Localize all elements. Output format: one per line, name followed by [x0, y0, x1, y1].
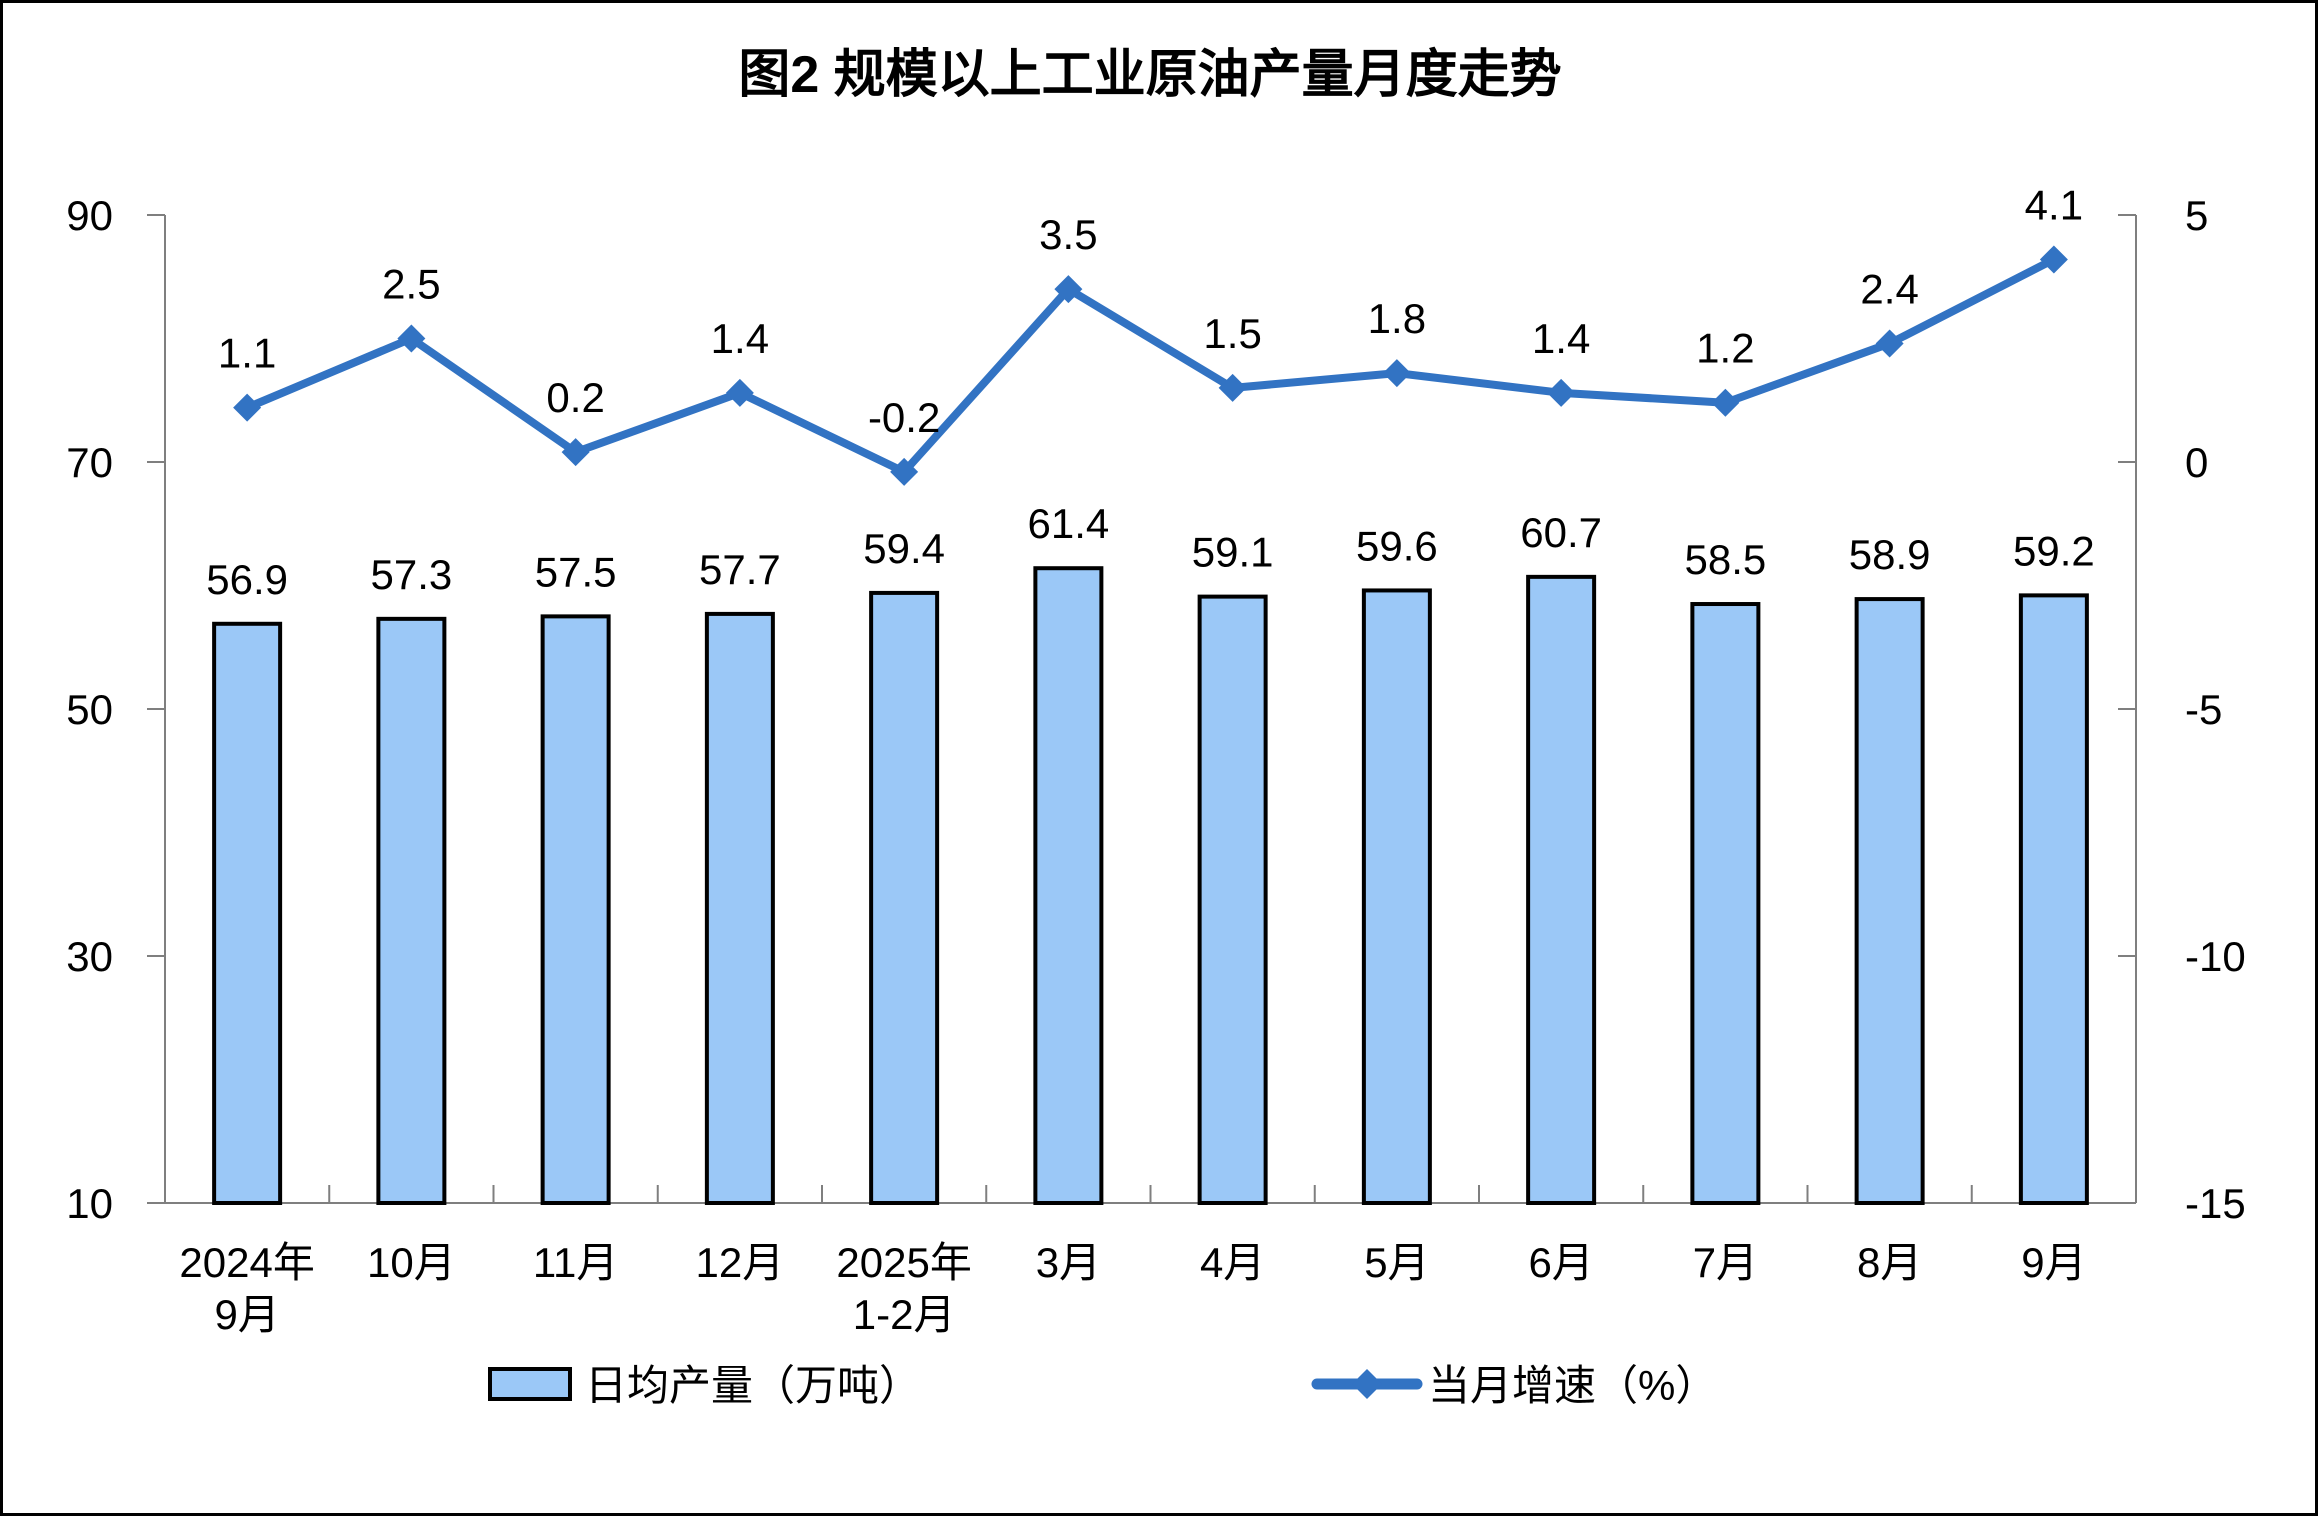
legend-bar-label: 日均产量（万吨）	[585, 1362, 921, 1409]
line-value-label: 1.4	[711, 315, 769, 362]
line-value-label: 2.5	[382, 261, 440, 308]
bar	[1197, 594, 1268, 1205]
data-labels-layer: 56.9 57.3 57.5 57.7 59.4 61.4 59.1 59.6 60.7 58.5…	[206, 181, 2095, 602]
x-axis-category-label: 5月	[1364, 1239, 1429, 1286]
bar	[1526, 574, 1597, 1205]
bar-value-label: 60.7	[1520, 509, 1602, 556]
left-axis-tick-label: 50	[66, 686, 113, 733]
line-value-label: 4.1	[2025, 181, 2083, 228]
line-value-label: 1.4	[1532, 315, 1590, 362]
x-axis-category-label: 4月	[1200, 1239, 1265, 1286]
line-marker	[1382, 359, 1411, 388]
x-axis-category-label: 8月	[1857, 1239, 1922, 1286]
bar-value-label: 61.4	[1028, 500, 1110, 547]
line-marker	[1875, 329, 1904, 358]
left-axis-tick-label: 10	[66, 1180, 113, 1227]
bar	[376, 616, 447, 1205]
bar	[1033, 566, 1104, 1205]
bar	[2018, 593, 2089, 1205]
line-value-label: 1.5	[1203, 310, 1261, 357]
legend-line-label: 当月增速（%）	[1428, 1362, 1717, 1409]
right-axis-tick-label: 0	[2185, 439, 2208, 486]
bar	[869, 590, 940, 1205]
line-marker	[1547, 378, 1576, 407]
line-value-label: 0.2	[546, 374, 604, 421]
bar	[1690, 602, 1761, 1205]
bar-value-label: 58.9	[1849, 531, 1931, 578]
bar-value-label: 59.6	[1356, 522, 1438, 569]
bar	[1854, 597, 1925, 1205]
x-axis-category-label: 7月	[1693, 1239, 1758, 1286]
line-value-label: 1.2	[1696, 325, 1754, 372]
bar	[704, 611, 775, 1205]
growth-line	[243, 255, 2058, 476]
bar-value-label: 58.5	[1685, 536, 1767, 583]
bar-value-label: 57.7	[699, 546, 781, 593]
x-axis-category-label: 9月	[214, 1291, 279, 1338]
x-axis-category-label: 3月	[1036, 1239, 1101, 1286]
legend: 日均产量（万吨） 当月增速（%）	[488, 1362, 1717, 1409]
bar	[1361, 588, 1432, 1205]
right-axis-tick-label: 5	[2185, 192, 2208, 239]
line-value-label: 1.1	[218, 330, 276, 377]
line-series-layer	[233, 245, 2068, 486]
right-axis-tick-label: -15	[2185, 1180, 2246, 1227]
line-marker	[890, 457, 919, 486]
chart-title: 图2 规模以上工业原油产量月度走势	[738, 46, 1561, 104]
line-marker	[1218, 373, 1247, 402]
legend-diamond-marker-icon	[1352, 1369, 1382, 1399]
bar	[212, 621, 283, 1205]
line-marker	[233, 393, 262, 422]
line-marker	[561, 438, 590, 467]
bar-value-label: 57.5	[535, 548, 617, 595]
bar-value-label: 59.2	[2013, 527, 2095, 574]
bar-value-label: 59.1	[1192, 529, 1274, 576]
right-axis-tick-label: -10	[2185, 933, 2246, 980]
x-axis-category-label: 2024年	[179, 1239, 314, 1286]
line-value-label: -0.2	[868, 394, 940, 441]
x-axis-category-label: 1-2月	[853, 1291, 956, 1338]
line-value-label: 1.8	[1368, 295, 1426, 342]
bar-series-layer	[212, 566, 2089, 1205]
line-value-label: 3.5	[1039, 211, 1097, 258]
x-axis-category-label: 10月	[367, 1239, 456, 1286]
x-axis-category-label: 12月	[696, 1239, 785, 1286]
bar-value-label: 56.9	[206, 556, 288, 603]
line-marker	[1711, 388, 1740, 417]
x-axis-category-label: 11月	[533, 1239, 619, 1286]
left-axis-tick-label: 30	[66, 933, 113, 980]
line-value-label: 2.4	[1860, 265, 1918, 312]
left-axis-tick-label: 70	[66, 439, 113, 486]
line-marker	[2039, 245, 2068, 274]
bar-value-label: 57.3	[371, 551, 453, 598]
line-marker	[725, 378, 754, 407]
line-marker	[1054, 275, 1083, 304]
legend-bar-swatch-icon	[488, 1367, 572, 1401]
bar-value-label: 59.4	[863, 525, 945, 572]
x-axis-category-label: 9月	[2021, 1239, 2086, 1286]
left-axis-tick-label: 90	[66, 192, 113, 239]
right-axis-tick-label: -5	[2185, 686, 2222, 733]
bar	[540, 614, 611, 1205]
x-axis-category-label: 6月	[1528, 1239, 1593, 1286]
line-marker	[397, 324, 426, 353]
x-axis-category-label: 2025年	[836, 1239, 971, 1286]
